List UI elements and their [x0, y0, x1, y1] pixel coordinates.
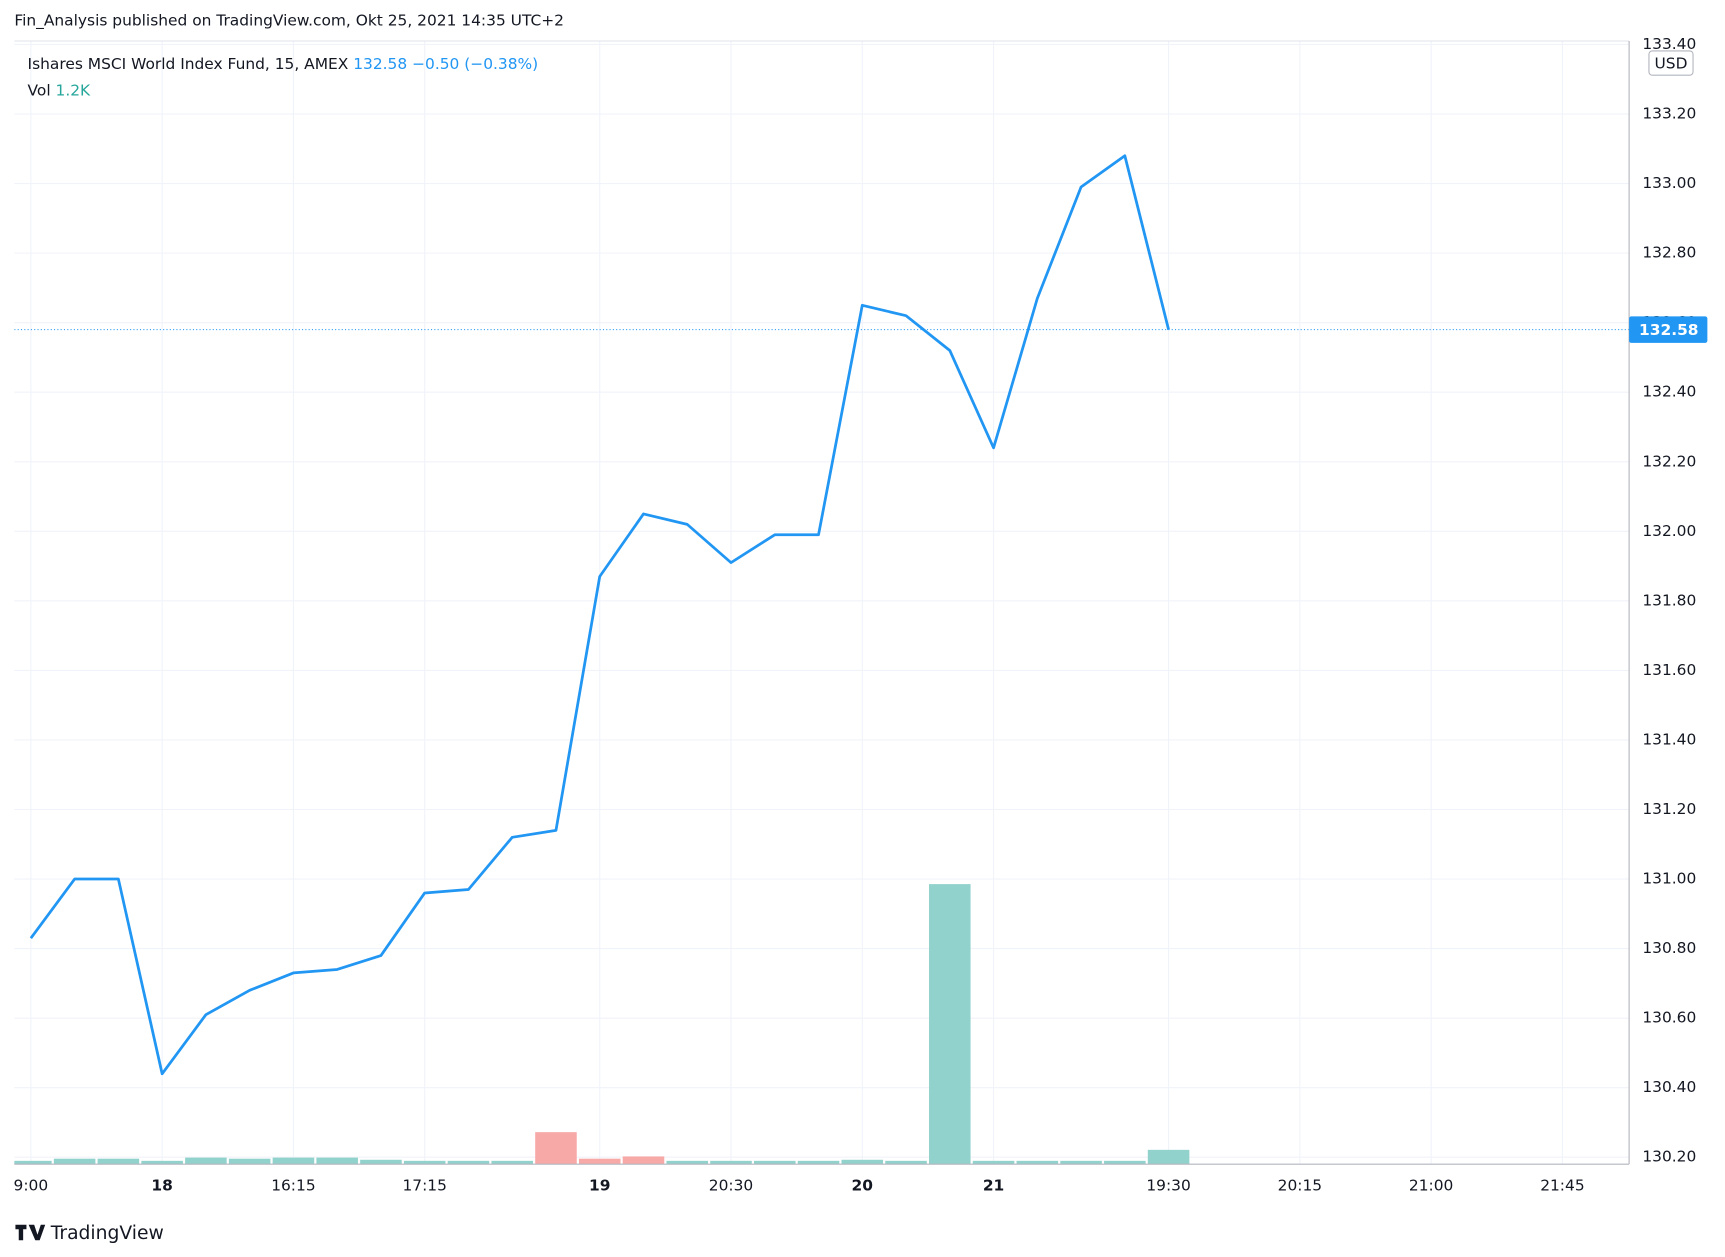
y-tick-label: 132.40: [1642, 383, 1696, 401]
x-tick-label: 21:00: [1409, 1177, 1453, 1195]
logo-mark: [15, 1224, 46, 1241]
volume-bar: [316, 1157, 358, 1165]
volume-bar: [666, 1160, 709, 1165]
x-tick-label: 18: [151, 1177, 172, 1195]
x-tick-label: 19: [589, 1177, 610, 1195]
volume-bar: [97, 1158, 140, 1165]
volume-bar: [53, 1158, 96, 1165]
x-tick-label: 21: [983, 1177, 1004, 1195]
volume-bar: [972, 1160, 1015, 1165]
volume-legend: Vol 1.2K: [28, 81, 92, 99]
volume-bar: [185, 1157, 227, 1165]
volume-bar: [841, 1159, 884, 1165]
y-tick-label: 131.40: [1642, 730, 1696, 748]
y-tick-label: 133.00: [1642, 174, 1696, 192]
volume-bar: [491, 1160, 533, 1165]
x-tick-label: 17:15: [402, 1177, 446, 1195]
x-tick-label: 21:45: [1540, 1177, 1584, 1195]
y-tick-label: 130.40: [1642, 1078, 1696, 1096]
y-tick-label: 131.00: [1642, 870, 1696, 888]
logo: TradingView: [15, 1223, 164, 1244]
price-change: −0.50 (−0.38%): [412, 55, 538, 73]
price-line: [29, 154, 1170, 1076]
volume-bar: [710, 1160, 752, 1165]
y-tick-label: 130.60: [1642, 1009, 1696, 1027]
volume-bar: [929, 884, 971, 1165]
x-tick-label: 20:15: [1278, 1177, 1322, 1195]
volume-bar: [578, 1158, 621, 1165]
volume-last: 1.2K: [56, 81, 92, 99]
volume-bar: [1016, 1160, 1059, 1165]
x-tick-label: 20:30: [709, 1177, 753, 1195]
volume-bar: [447, 1160, 490, 1165]
volume-bar: [622, 1156, 665, 1165]
x-tick-label: 20: [852, 1177, 873, 1195]
volume-name: Vol: [28, 81, 51, 99]
currency: USD: [1655, 55, 1688, 73]
y-tick-label: 132.00: [1642, 522, 1696, 540]
y-tick-label: 133.20: [1642, 105, 1696, 123]
volume-bar: [228, 1158, 271, 1165]
y-tick-label: 131.80: [1642, 591, 1696, 609]
x-tick-label: 16:15: [271, 1177, 315, 1195]
volume-bar: [14, 1160, 52, 1165]
volume-bar: [141, 1160, 183, 1165]
publish-info: Fin_Analysis published on TradingView.co…: [14, 12, 564, 31]
volume-bar: [885, 1160, 927, 1165]
last-price-label: 132.58: [1639, 321, 1699, 339]
volume-bar: [1060, 1160, 1102, 1165]
y-tick-label: 131.20: [1642, 800, 1696, 818]
volume-bar: [753, 1160, 796, 1165]
legend: Ishares MSCI World Index Fund, 15, AMEX …: [28, 55, 539, 73]
volume-bar: [360, 1159, 402, 1165]
y-tick-label: 130.80: [1642, 939, 1696, 957]
y-tick-label: 132.80: [1642, 244, 1696, 262]
y-tick-label: 131.60: [1642, 661, 1696, 679]
y-tick-label: 132.20: [1642, 452, 1696, 470]
x-tick-label: 9:00: [14, 1177, 49, 1195]
last-price: 132.58: [353, 55, 407, 73]
logo-text: TradingView: [50, 1223, 164, 1244]
y-tick-label: 130.20: [1642, 1148, 1696, 1166]
volume-bar: [535, 1132, 577, 1165]
symbol-title: Ishares MSCI World Index Fund, 15, AMEX: [28, 55, 349, 73]
last-price-box: [1629, 316, 1708, 343]
volume-bar: [1147, 1149, 1190, 1165]
volume-bar: [272, 1157, 315, 1165]
x-tick-label: 19:30: [1146, 1177, 1190, 1195]
volume-bar: [797, 1160, 840, 1165]
currency-box: [1648, 50, 1694, 76]
volume-bar: [403, 1160, 446, 1165]
volume-bar: [1104, 1160, 1146, 1165]
y-tick-label: 133.40: [1642, 35, 1696, 53]
